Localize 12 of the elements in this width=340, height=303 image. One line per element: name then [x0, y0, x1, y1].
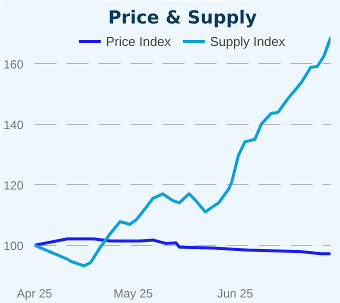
x-tick-label: Jun 25 [217, 286, 254, 300]
line-series [34, 237, 330, 256]
chart-title: Price & Supply [108, 8, 258, 28]
legend-label: Price Index [106, 34, 171, 48]
y-tick-label: 100 [3, 238, 24, 253]
y-tick-label: 140 [3, 118, 24, 132]
line-series [34, 36, 330, 268]
y-tick-label: 160 [3, 57, 24, 72]
y-tick-label: 120 [3, 178, 24, 192]
legend-label: Supply Index [210, 34, 286, 48]
x-tick-label: Apr 25 [16, 286, 53, 300]
x-tick-label: May 25 [113, 286, 154, 300]
